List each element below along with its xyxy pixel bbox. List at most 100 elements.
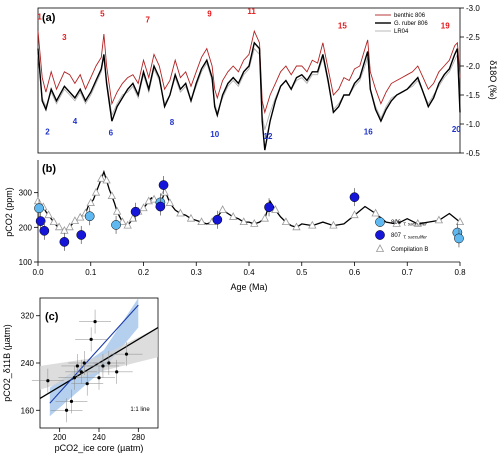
panel-c-ylabel: pCO2_δ11B (µatm) <box>2 324 12 402</box>
mis-stage-label: 7 <box>145 16 150 25</box>
site-807-point <box>349 192 360 203</box>
panel-c-point <box>85 382 89 386</box>
site-807-point <box>130 206 141 217</box>
compilation-b-marker <box>292 222 301 231</box>
compilation-b-marker <box>149 194 159 203</box>
one-to-one-label: 1:1 line <box>130 407 150 413</box>
compilation-b-marker <box>229 212 238 220</box>
compilation-b-marker <box>107 191 117 200</box>
compilation-b-marker <box>250 219 259 227</box>
legend-site-name: 806 <box>391 220 402 226</box>
panel-a-legend-label: G. ruber 806 <box>394 21 428 27</box>
compilation-b-marker <box>118 217 127 226</box>
mis-stage-label: 12 <box>264 132 273 141</box>
mis-stage-label: 8 <box>170 118 175 127</box>
panel-a-ylabel: δ18O (‰) <box>488 60 498 100</box>
panel-b-ylabel: pCO2 (ppm) <box>4 187 14 237</box>
regression-confidence-band <box>49 298 139 417</box>
compilation-b-marker <box>123 220 132 229</box>
panel-a-legend-label: benthic 806 <box>394 13 426 19</box>
panel-b-legend-marker <box>375 230 385 240</box>
one-to-one-band <box>40 327 158 390</box>
site-807-point <box>59 237 70 247</box>
mis-stage-label: 20 <box>452 125 461 134</box>
panel-a-ytick-label: -2.5 <box>466 33 480 42</box>
panel-b-legend-label: Compilation B <box>391 247 428 253</box>
mis-stage-label: 15 <box>338 21 347 30</box>
compilation-b-marker <box>218 205 227 213</box>
regression-line <box>49 304 139 404</box>
series-lr04-line <box>37 47 461 130</box>
mis-stage-label: 10 <box>210 130 219 139</box>
panel-c-xlabel: pCO2_ice core (µatm) <box>55 443 144 453</box>
compilation-b-marker <box>160 187 169 196</box>
compilation-b-marker <box>281 217 291 226</box>
site-807-point <box>39 225 50 236</box>
compilation-b-marker <box>112 206 122 215</box>
compilation-b-marker <box>239 217 248 226</box>
mis-stage-label: 5 <box>100 10 105 19</box>
site-807-point <box>264 202 274 213</box>
compilation-b-marker <box>49 217 58 226</box>
compilation-b-marker <box>455 217 465 226</box>
compilation-b-marker <box>176 208 185 217</box>
panel-b-xtick-label: 0.0 <box>32 268 44 277</box>
panel-b-xlabel: Age (Ma) <box>230 282 267 292</box>
panel-c-xtick-label: 200 <box>53 433 67 442</box>
compilation-b-marker <box>197 217 206 226</box>
panel-c-point <box>46 379 50 383</box>
mis-stage-label: 3 <box>62 33 67 42</box>
panel-c-point <box>72 376 77 380</box>
panel-c-point <box>97 376 101 380</box>
site-807-point <box>35 216 46 226</box>
panel-c-point <box>82 361 86 365</box>
panel-a-frame <box>37 7 461 154</box>
compilation-b-marker <box>371 208 380 217</box>
compilation-b-marker <box>308 220 317 229</box>
compilation-b-marker <box>329 220 338 229</box>
site-807-point <box>76 230 87 240</box>
compilation-b-marker <box>65 222 74 231</box>
panel-c-ytick-label: 160 <box>21 406 35 415</box>
compilation-b-marker <box>260 213 269 222</box>
compilation-b-marker <box>97 173 106 182</box>
panel-c-point <box>115 370 119 374</box>
panel-c-point <box>75 364 79 368</box>
site-807-point <box>155 201 166 212</box>
mis-stage-label: 11 <box>247 7 256 16</box>
site-807-point <box>212 214 223 225</box>
site-806-point <box>454 233 464 244</box>
panel-a-ytick-label: -1.5 <box>466 91 480 100</box>
mis-stage-label: 1 <box>37 13 42 22</box>
panel-b-legend-marker <box>375 217 385 227</box>
series-ruber-806-line <box>37 41 461 151</box>
compilation-b-marker <box>139 203 148 212</box>
legend-species-name: T. sacculifer <box>403 222 427 227</box>
compilation-b-marker <box>186 213 196 222</box>
panel-c-point <box>124 352 129 356</box>
panel-a-ytick-label: -2.0 <box>466 62 480 71</box>
panel-c-point <box>89 337 93 341</box>
compilation-b-marker <box>86 198 95 206</box>
panel-c-point <box>64 408 69 412</box>
mis-stage-label: 2 <box>45 127 50 136</box>
compilation-b-marker <box>434 215 444 224</box>
compilation-b-marker <box>76 212 85 221</box>
panel-c-point <box>79 370 83 374</box>
panel-a-ytick-label: -0.5 <box>466 149 480 158</box>
panel-label-c: (c) <box>45 311 59 323</box>
compilation-b-marker <box>128 213 138 222</box>
panel-c-ytick-label: 320 <box>21 312 35 321</box>
panel-b-xtick-label: 0.5 <box>296 268 308 277</box>
compilation-b-marker <box>91 187 101 196</box>
site-806-point <box>111 220 121 230</box>
panel-label-b: (b) <box>42 163 56 175</box>
panel-c-xtick-label: 240 <box>92 433 106 442</box>
panel-b-legend-label: 806 T. sacculifer <box>391 220 427 227</box>
compilation-b-marker <box>165 198 175 206</box>
panel-b-ytick-label: 200 <box>19 223 33 232</box>
panel-b-legend-triangle <box>375 244 385 252</box>
mis-stage-label: 4 <box>73 117 78 126</box>
